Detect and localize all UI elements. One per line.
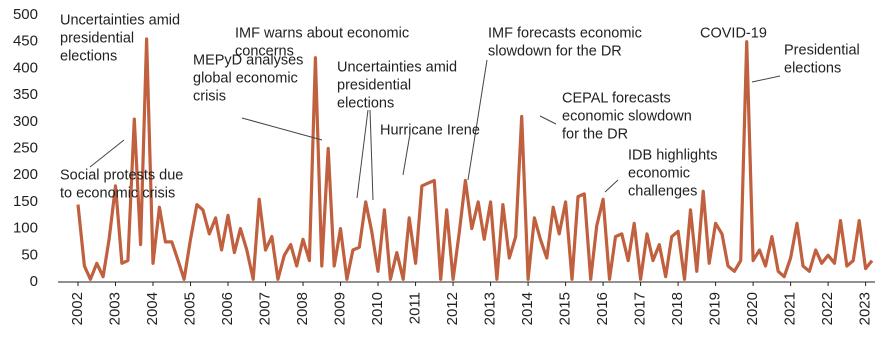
x-tick-label: 2010 <box>369 292 386 325</box>
y-tick-label: 150 <box>13 193 38 210</box>
annotation: global economic <box>193 71 298 87</box>
data-line <box>76 37 874 281</box>
annotation: Presidential <box>784 43 860 59</box>
annotation: economic slowdown <box>562 109 692 125</box>
y-tick-label: 400 <box>13 59 38 76</box>
x-tick-label: 2003 <box>106 292 123 325</box>
annotation-leader <box>241 117 323 141</box>
annotation: crisis <box>193 89 226 105</box>
annotation: Uncertainties amid <box>60 13 180 29</box>
x-tick-label: 2005 <box>181 292 198 325</box>
y-tick-label: 500 <box>13 6 38 23</box>
annotation: to economic crisis <box>60 186 175 202</box>
x-tick-label: 2007 <box>256 292 273 325</box>
x-tick-label: 2021 <box>782 292 799 325</box>
y-tick-label: 450 <box>13 33 38 50</box>
annotation: slowdown for the DR <box>488 44 622 60</box>
y-tick-label: 100 <box>13 220 38 237</box>
x-tick-label: 2016 <box>594 292 611 325</box>
annotation: elections <box>60 49 117 65</box>
annotation: economic <box>628 166 690 182</box>
x-tick-label: 2014 <box>519 292 536 325</box>
x-tick-label: 2009 <box>332 292 349 325</box>
x-tick-label: 2008 <box>294 292 311 325</box>
annotation: MEPyD analyses <box>193 53 303 69</box>
x-tick-label: 2023 <box>857 292 874 325</box>
x-tick-label: 2020 <box>744 292 761 325</box>
annotation-leader <box>369 109 374 201</box>
annotation: CEPAL forecasts <box>562 91 671 107</box>
y-tick-label: 200 <box>13 166 38 183</box>
x-tick-label: 2018 <box>669 292 686 325</box>
annotation: COVID-19 <box>700 26 767 42</box>
y-tick-label: 250 <box>13 139 38 156</box>
y-tick-label: 300 <box>13 113 38 130</box>
x-tick-label: 2004 <box>144 292 161 325</box>
x-tick-label: 2015 <box>557 292 574 325</box>
annotation-leader <box>356 109 369 199</box>
annotation: IMF warns about economic <box>235 26 409 42</box>
x-tick-label: 2017 <box>632 292 649 325</box>
x-tick-label: 2012 <box>444 292 461 325</box>
y-tick-label: 50 <box>21 246 38 263</box>
annotation-leader <box>402 133 411 176</box>
annotation: elections <box>337 96 394 112</box>
annotation: concerns <box>235 44 294 60</box>
x-tick-label: 2006 <box>219 292 236 325</box>
annotation: challenges <box>628 184 697 200</box>
annotation: elections <box>784 61 841 77</box>
x-tick-label: 2013 <box>482 292 499 325</box>
annotation-leader <box>467 59 488 181</box>
annotation: Uncertainties amid <box>337 60 457 76</box>
y-tick-label: 0 <box>30 273 38 290</box>
annotation: presidential <box>60 31 134 47</box>
x-tick-label: 2011 <box>407 292 424 324</box>
x-tick-label: 2019 <box>707 292 724 325</box>
annotation-leader <box>751 75 781 83</box>
annotation-leader <box>539 115 557 125</box>
annotation-leader <box>604 179 619 193</box>
annotation: Hurricane Irene <box>380 123 480 139</box>
annotation: presidential <box>337 78 411 94</box>
annotation-leader <box>89 139 125 168</box>
annotation: IMF forecasts economic <box>488 26 642 42</box>
x-tick-label: 2022 <box>819 292 836 325</box>
y-tick-label: 350 <box>13 86 38 103</box>
x-tick-label: 2002 <box>69 292 86 325</box>
annotation: Social protests due <box>60 168 183 184</box>
annotation: IDB highlights <box>628 148 717 164</box>
annotation: for the DR <box>562 127 628 143</box>
